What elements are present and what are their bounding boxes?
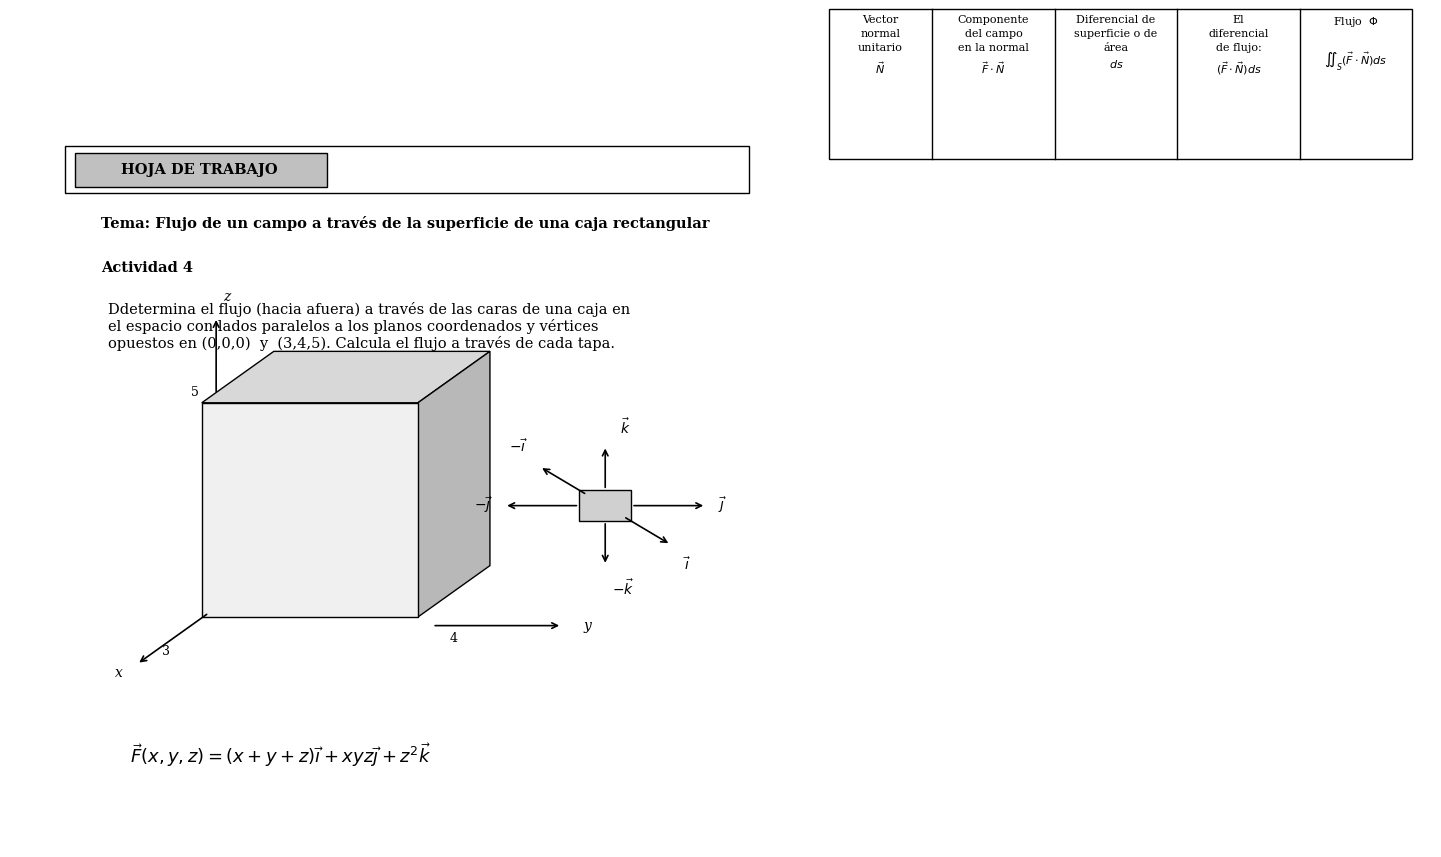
Polygon shape — [579, 490, 631, 521]
Polygon shape — [418, 351, 490, 617]
Text: Actividad 4: Actividad 4 — [101, 261, 193, 275]
Polygon shape — [202, 403, 418, 617]
Text: Componente
del campo
en la normal
$\vec{F} \cdot \vec{N}$: Componente del campo en la normal $\vec{… — [958, 15, 1029, 76]
FancyBboxPatch shape — [75, 153, 327, 187]
Text: Ddetermina el flujo (hacia afuera) a través de las caras de una caja en
el espac: Ddetermina el flujo (hacia afuera) a tra… — [108, 302, 630, 351]
Text: x: x — [115, 666, 122, 680]
Polygon shape — [202, 351, 490, 403]
Text: $\vec{\jmath}$: $\vec{\jmath}$ — [718, 496, 726, 515]
Text: El
diferencial
de flujo:
$(\vec{F} \cdot \vec{N})ds$: El diferencial de flujo: $(\vec{F} \cdot… — [1209, 15, 1268, 77]
Text: 4: 4 — [450, 632, 458, 645]
Text: z: z — [223, 291, 231, 304]
Text: $-\vec{\imath}$: $-\vec{\imath}$ — [509, 439, 527, 455]
Text: $-\vec{\jmath}$: $-\vec{\jmath}$ — [474, 496, 493, 515]
Text: 3: 3 — [161, 644, 170, 658]
Text: y: y — [584, 619, 591, 632]
Text: $\vec{\imath}$: $\vec{\imath}$ — [683, 556, 692, 572]
Text: Vector
normal
unitario
$\vec{N}$: Vector normal unitario $\vec{N}$ — [857, 15, 904, 76]
Text: $\vec{F}(x,y,z) = (x + y + z)\vec{\imath} + xyz\vec{\jmath} + z^2\vec{k}$: $\vec{F}(x,y,z) = (x + y + z)\vec{\imath… — [130, 741, 431, 769]
Text: HOJA DE TRABAJO: HOJA DE TRABAJO — [121, 163, 277, 177]
Text: 5: 5 — [190, 386, 199, 399]
Text: Diferencial de
superficie o de
área
$ds$: Diferencial de superficie o de área $ds$ — [1075, 15, 1157, 70]
Text: Flujo  $\Phi$

$\iint_S (\vec{F} \cdot \vec{N})ds$: Flujo $\Phi$ $\iint_S (\vec{F} \cdot \ve… — [1324, 15, 1388, 73]
FancyBboxPatch shape — [829, 9, 1412, 159]
Text: Tema: Flujo de un campo a través de la superficie de una caja rectangular: Tema: Flujo de un campo a través de la s… — [101, 216, 709, 231]
FancyBboxPatch shape — [65, 146, 749, 193]
Text: $\vec{k}$: $\vec{k}$ — [620, 417, 630, 437]
Text: $-\vec{k}$: $-\vec{k}$ — [612, 578, 634, 598]
